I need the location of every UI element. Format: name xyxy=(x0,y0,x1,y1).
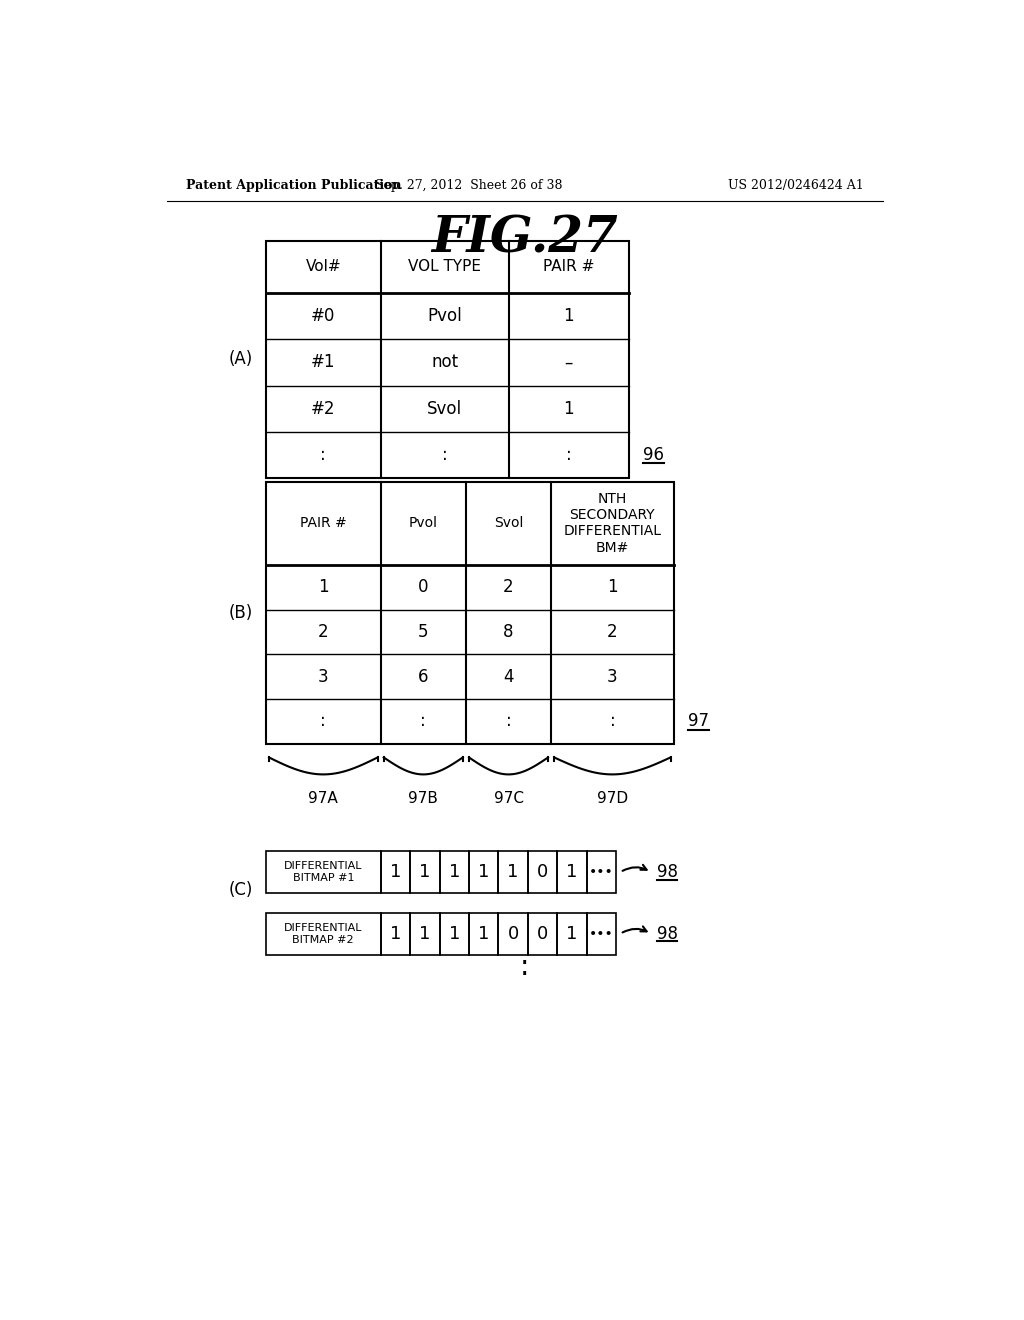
Text: 1: 1 xyxy=(419,863,430,882)
Text: (B): (B) xyxy=(228,603,253,622)
Bar xyxy=(469,851,499,892)
Text: :: : xyxy=(520,953,529,981)
Text: VOL TYPE: VOL TYPE xyxy=(409,260,481,275)
Text: (A): (A) xyxy=(228,350,253,368)
Text: Vol#: Vol# xyxy=(305,260,341,275)
Bar xyxy=(410,913,439,954)
Text: 1: 1 xyxy=(478,925,489,942)
Text: :: : xyxy=(506,713,511,730)
Bar xyxy=(587,851,616,892)
Bar xyxy=(469,913,499,954)
Text: 0: 0 xyxy=(418,578,428,597)
Bar xyxy=(528,913,557,954)
Bar xyxy=(439,913,469,954)
Text: :: : xyxy=(609,713,615,730)
Bar xyxy=(528,851,557,892)
Text: (C): (C) xyxy=(228,880,253,899)
Text: 1: 1 xyxy=(390,925,401,942)
Text: 97C: 97C xyxy=(494,792,523,807)
Text: Svol: Svol xyxy=(427,400,462,417)
Text: DIFFERENTIAL
BITMAP #1: DIFFERENTIAL BITMAP #1 xyxy=(284,862,362,883)
Bar xyxy=(266,240,629,478)
Text: :: : xyxy=(321,446,327,463)
Text: Sep. 27, 2012  Sheet 26 of 38: Sep. 27, 2012 Sheet 26 of 38 xyxy=(375,178,563,191)
Text: 4: 4 xyxy=(503,668,514,685)
Text: 97A: 97A xyxy=(308,792,338,807)
Text: 1: 1 xyxy=(449,863,460,882)
Text: 1: 1 xyxy=(449,925,460,942)
Text: 1: 1 xyxy=(566,863,578,882)
Text: 1: 1 xyxy=(318,578,329,597)
Text: 98: 98 xyxy=(657,863,678,882)
Bar xyxy=(266,913,381,954)
Text: 1: 1 xyxy=(478,863,489,882)
Bar xyxy=(587,913,616,954)
Bar xyxy=(410,851,439,892)
Text: 97D: 97D xyxy=(597,792,628,807)
Text: :: : xyxy=(441,446,447,463)
Text: 1: 1 xyxy=(566,925,578,942)
Text: FIG.27: FIG.27 xyxy=(431,215,618,264)
Text: NTH
SECONDARY
DIFFERENTIAL
BM#: NTH SECONDARY DIFFERENTIAL BM# xyxy=(563,492,662,554)
Text: PAIR #: PAIR # xyxy=(300,516,347,531)
Bar xyxy=(439,851,469,892)
Text: PAIR #: PAIR # xyxy=(543,260,594,275)
Text: Patent Application Publication: Patent Application Publication xyxy=(186,178,401,191)
Text: #1: #1 xyxy=(311,354,336,371)
Text: 3: 3 xyxy=(318,668,329,685)
Text: 0: 0 xyxy=(537,925,548,942)
Bar xyxy=(557,913,587,954)
Text: :: : xyxy=(421,713,426,730)
Text: :: : xyxy=(321,713,327,730)
Text: 97B: 97B xyxy=(409,792,438,807)
Text: #0: #0 xyxy=(311,308,336,325)
Text: 3: 3 xyxy=(607,668,617,685)
Text: 5: 5 xyxy=(418,623,428,642)
Text: 96: 96 xyxy=(643,446,664,463)
Text: 1: 1 xyxy=(563,308,573,325)
Text: 1: 1 xyxy=(563,400,573,417)
Text: 0: 0 xyxy=(508,925,519,942)
Text: Pvol: Pvol xyxy=(409,516,438,531)
Text: #2: #2 xyxy=(311,400,336,417)
Text: 2: 2 xyxy=(503,578,514,597)
Bar xyxy=(381,913,410,954)
Text: 8: 8 xyxy=(503,623,514,642)
Text: 98: 98 xyxy=(657,925,678,942)
Text: 1: 1 xyxy=(390,863,401,882)
Text: not: not xyxy=(431,354,458,371)
Text: 6: 6 xyxy=(418,668,428,685)
Text: DIFFERENTIAL
BITMAP #2: DIFFERENTIAL BITMAP #2 xyxy=(284,923,362,945)
Text: 2: 2 xyxy=(607,623,617,642)
Text: 1: 1 xyxy=(607,578,617,597)
Text: Svol: Svol xyxy=(494,516,523,531)
Text: •••: ••• xyxy=(589,927,614,941)
Bar xyxy=(266,851,381,892)
Text: •••: ••• xyxy=(589,865,614,879)
Bar xyxy=(266,482,674,743)
Bar xyxy=(557,851,587,892)
Text: 0: 0 xyxy=(537,863,548,882)
Text: :: : xyxy=(565,446,571,463)
Bar xyxy=(499,851,528,892)
Text: 1: 1 xyxy=(508,863,519,882)
Text: 2: 2 xyxy=(318,623,329,642)
Bar xyxy=(499,913,528,954)
Text: 97: 97 xyxy=(687,713,709,730)
Text: Pvol: Pvol xyxy=(427,308,462,325)
Bar xyxy=(381,851,410,892)
Text: –: – xyxy=(564,354,572,371)
Text: 1: 1 xyxy=(419,925,430,942)
Text: US 2012/0246424 A1: US 2012/0246424 A1 xyxy=(728,178,864,191)
